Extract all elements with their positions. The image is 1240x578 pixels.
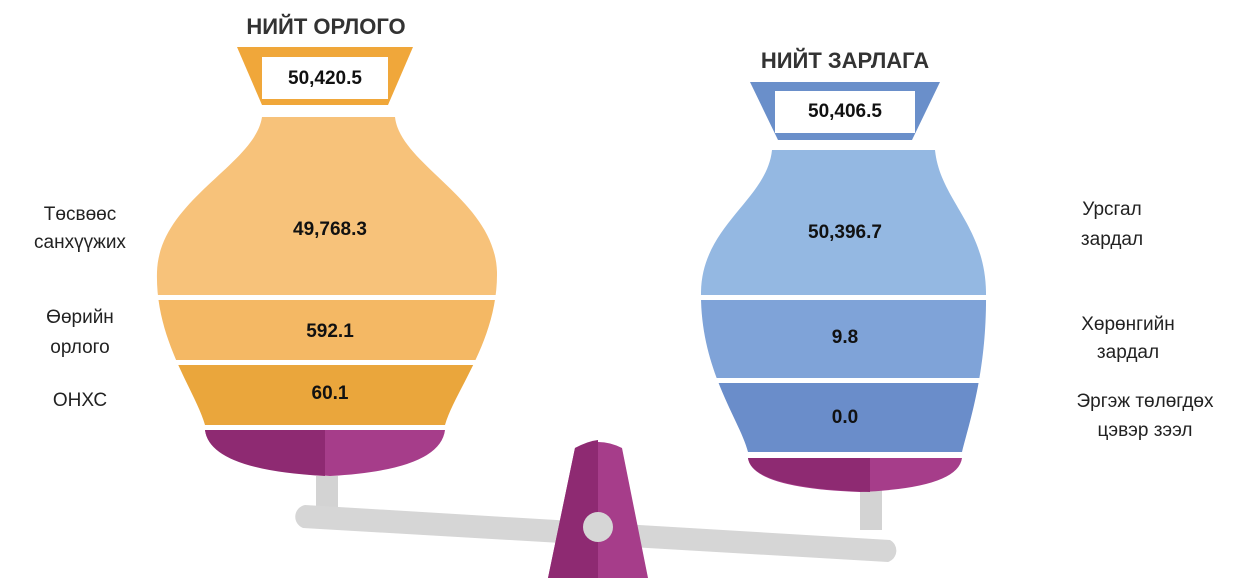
- income-value: 60.1: [312, 383, 349, 404]
- income-total: 50,420.5: [288, 68, 362, 89]
- income-label: ОНХС: [53, 390, 107, 411]
- income-value: 592.1: [306, 321, 354, 342]
- income-label: санхүүжих: [34, 232, 126, 253]
- income-label: орлого: [50, 337, 109, 358]
- income-label: Өөрийн: [46, 307, 114, 328]
- income-value: 49,768.3: [293, 219, 367, 240]
- expense-label: Урсгал: [1082, 199, 1141, 220]
- expense-value: 9.8: [832, 327, 858, 348]
- income-label: Төсвөөс: [44, 204, 116, 225]
- expense-title: НИЙТ ЗАРЛАГА: [761, 48, 929, 73]
- income-title: НИЙТ ОРЛОГО: [246, 14, 405, 39]
- expense-label: зардал: [1097, 342, 1159, 363]
- expense-label: цэвэр зээл: [1098, 420, 1193, 441]
- expense-value: 50,396.7: [808, 222, 882, 243]
- expense-vase: [700, 82, 987, 452]
- income-vase: [156, 47, 498, 425]
- expense-value: 0.0: [832, 407, 858, 428]
- expense-total: 50,406.5: [808, 101, 882, 122]
- expense-label: зардал: [1081, 229, 1143, 250]
- expense-label: Эргэж төлөгдөх: [1077, 391, 1214, 412]
- scale: [205, 430, 962, 578]
- expense-label: Хөрөнгийн: [1081, 314, 1175, 335]
